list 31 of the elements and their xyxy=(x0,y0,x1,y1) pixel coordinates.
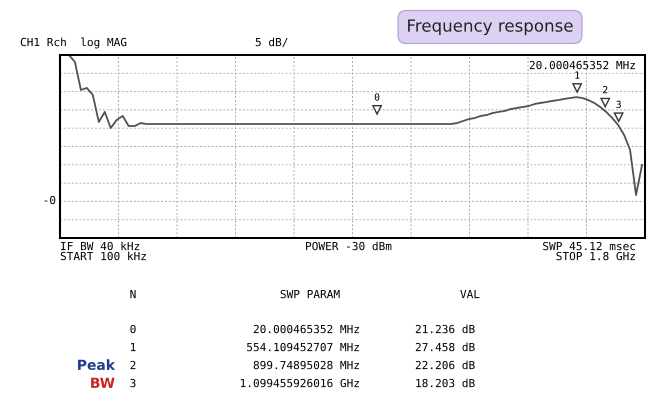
text: 2 xyxy=(130,360,136,370)
text: 554.109452707 MHz xyxy=(247,342,359,352)
text: 0 xyxy=(130,324,136,334)
text: IF BW 40 kHz xyxy=(61,242,140,250)
text: POWER -30 dBm xyxy=(306,242,392,250)
text: 5 dB/ xyxy=(256,38,288,48)
chart-title: Frequency response xyxy=(408,19,573,36)
annotation: 3 xyxy=(616,100,621,108)
text: 22.206 dB xyxy=(416,360,475,370)
text: START 100 kHz xyxy=(60,252,146,260)
annotation: 2 xyxy=(603,86,608,94)
text: STOP 1.8 GHz xyxy=(556,252,635,260)
annotation: 1 xyxy=(575,72,580,79)
text: Peak xyxy=(78,359,116,370)
text: 27.458 dB xyxy=(416,342,475,352)
text: VAL xyxy=(460,290,480,298)
text: 1 xyxy=(130,342,136,352)
text: SWP PARAM xyxy=(280,290,340,298)
text: SWP 45.12 msec xyxy=(543,242,636,250)
annotation: 20.000465352 MHz xyxy=(530,60,635,70)
text: BW xyxy=(91,378,115,388)
text: 1.099455926016 GHz xyxy=(240,378,359,388)
text: N xyxy=(130,290,136,298)
annotation: 0 xyxy=(374,93,380,101)
text: CH1 Rch log MAG xyxy=(20,38,126,48)
text: -0 xyxy=(44,196,56,204)
text: 21.236 dB xyxy=(416,324,475,334)
text: 20.000465352 MHz xyxy=(254,324,359,334)
text: 899.74895028 MHz xyxy=(254,360,359,370)
text: 3 xyxy=(130,378,136,388)
text: 18.203 dB xyxy=(416,378,475,388)
